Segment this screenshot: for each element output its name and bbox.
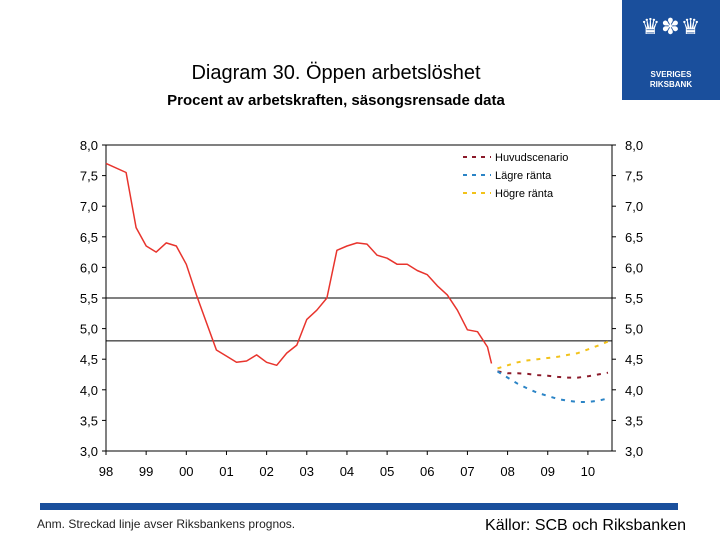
y-tick-label-right: 7,5	[625, 169, 643, 184]
legend-label-1: Lägre ränta	[495, 170, 552, 182]
x-tick-label: 05	[380, 464, 394, 479]
y-tick-label-left: 8,0	[80, 138, 98, 153]
y-tick-label-left: 6,0	[80, 260, 98, 275]
y-tick-label-left: 7,0	[80, 199, 98, 214]
legend-label-2: Högre ränta	[495, 188, 554, 200]
x-tick-label: 08	[500, 464, 514, 479]
crown-emblem-icon: ♛✽♛	[640, 15, 702, 40]
legend: Huvudscenario Lägre ränta Högre ränta	[463, 152, 568, 200]
footer-note: Anm. Streckad linje avser Riksbankens pr…	[37, 517, 296, 531]
series-line-utfall	[105, 162, 493, 367]
logo-name-line1: SVERIGES	[650, 70, 692, 79]
x-tick-label: 00	[179, 464, 193, 479]
y-tick-label-right: 5,0	[625, 322, 643, 337]
x-tick-label: 04	[340, 464, 354, 479]
chart-title: Diagram 30. Öppen arbetslöshet	[191, 62, 481, 84]
y-tick-label-left: 5,5	[80, 291, 98, 306]
y-tick-label-left: 7,5	[80, 169, 98, 184]
chart-subtitle: Procent av arbetskraften, säsongsrensade…	[167, 92, 505, 109]
x-tick-label: 02	[259, 464, 273, 479]
x-tick-label: 06	[420, 464, 434, 479]
series-line-huvudscenario	[497, 370, 609, 379]
axes: 3,0 3,0 3,5 3,5 4,0 4,0 4,5 4,5 5,0 5,0 5,5 5,5 6,0 6…	[80, 138, 643, 479]
x-tick-label: 98	[99, 464, 113, 479]
footer-source: Källor: SCB och Riksbanken	[485, 517, 686, 534]
y-tick-label-right: 5,5	[625, 291, 643, 306]
y-tick-label-right: 4,0	[625, 383, 643, 398]
series-line-l-gre-r-nta	[496, 370, 609, 403]
footer-bar	[40, 503, 678, 510]
y-tick-label-left: 3,0	[80, 444, 98, 459]
y-tick-label-left: 5,0	[80, 322, 98, 337]
x-tick-label: 10	[581, 464, 595, 479]
y-tick-label-right: 6,0	[625, 260, 643, 275]
x-tick-label: 99	[139, 464, 153, 479]
y-tick-label-left: 3,5	[80, 413, 98, 428]
y-tick-label-left: 6,5	[80, 230, 98, 245]
y-tick-label-left: 4,0	[80, 383, 98, 398]
y-tick-label-right: 3,5	[625, 413, 643, 428]
x-tick-label: 07	[460, 464, 474, 479]
y-tick-label-right: 7,0	[625, 199, 643, 214]
y-tick-label-right: 6,5	[625, 230, 643, 245]
riksbank-logo: ♛✽♛ SVERIGES RIKSBANK	[622, 0, 720, 100]
logo-name-line2: RIKSBANK	[649, 80, 693, 89]
series-line-h-gre-r-nta	[497, 340, 609, 370]
y-tick-label-right: 3,0	[625, 444, 643, 459]
legend-label-0: Huvudscenario	[495, 152, 568, 164]
series-group	[105, 162, 609, 403]
x-tick-label: 01	[219, 464, 233, 479]
y-tick-label-left: 4,5	[80, 352, 98, 367]
x-tick-label: 03	[300, 464, 314, 479]
y-tick-label-right: 8,0	[625, 138, 643, 153]
x-tick-label: 09	[541, 464, 555, 479]
y-tick-label-right: 4,5	[625, 352, 643, 367]
